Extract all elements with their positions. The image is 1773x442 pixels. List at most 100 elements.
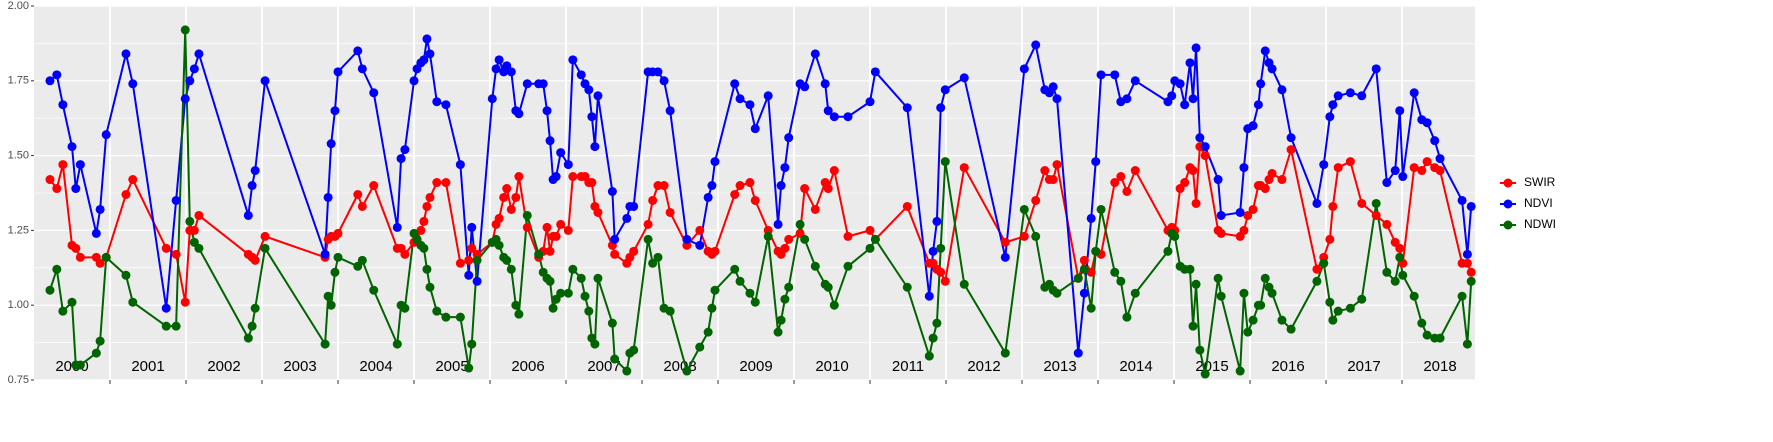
data-point [928,246,938,256]
data-point [1390,276,1400,286]
data-point [1248,315,1258,325]
data-point [472,255,482,265]
data-point [1243,327,1253,337]
data-point [1319,258,1329,268]
data-point [936,267,946,277]
data-point [1048,175,1058,185]
data-point [576,273,586,283]
data-point [610,249,620,259]
data-point [800,234,810,244]
data-point [75,252,85,262]
data-point [1188,321,1198,331]
data-point [1462,339,1472,349]
year-label: 2015 [1195,358,1228,375]
data-point [593,273,603,283]
data-point [584,306,594,316]
data-point [422,201,432,211]
data-point [1422,330,1432,340]
data-point [865,243,875,253]
data-point [1200,369,1210,379]
data-point [58,100,68,110]
data-point [1180,178,1190,188]
data-point [1130,166,1140,176]
data-point [1122,94,1132,104]
year-label: 2013 [1043,358,1076,375]
data-point [1277,85,1287,95]
data-point [1371,64,1381,74]
data-point [1286,145,1296,155]
data-point [1216,228,1226,238]
data-point [1073,273,1083,283]
y-tick-label: 1.00 [8,299,29,311]
data-point [455,312,465,322]
legend-label: NDVI [1524,196,1553,210]
data-point [784,234,794,244]
data-point [422,34,432,44]
data-point [1312,276,1322,286]
data-point [810,261,820,271]
data-point [1466,276,1476,286]
data-point [52,264,62,274]
year-label: 2001 [131,358,164,375]
data-point [1248,121,1258,131]
data-point [320,249,330,259]
data-point [823,106,833,116]
data-point [1243,210,1253,220]
data-point [936,103,946,113]
data-point [932,216,942,226]
data-point [695,240,705,250]
data-point [128,175,138,185]
data-point [464,255,474,265]
data-point [323,291,333,301]
data-point [707,303,717,313]
data-point [1052,94,1062,104]
data-point [1277,315,1287,325]
data-point [1286,324,1296,334]
data-point [784,133,794,143]
data-point [330,267,340,277]
data-point [392,222,402,232]
data-point [1188,94,1198,104]
data-point [682,366,692,376]
data-point [75,360,85,370]
data-point [502,184,512,194]
data-point [1235,207,1245,217]
data-point [1312,198,1322,208]
data-point [551,172,561,182]
data-point [1382,178,1392,188]
data-point [710,157,720,167]
data-point [1167,91,1177,101]
data-point [940,157,950,167]
data-point [1382,267,1392,277]
data-point [556,219,566,229]
data-point [1409,88,1419,98]
data-point [180,25,190,35]
data-point [1260,273,1270,283]
data-point [1325,112,1335,122]
data-point [1091,246,1101,256]
data-point [357,201,367,211]
data-point [425,49,435,59]
data-point [506,264,516,274]
data-point [1267,169,1277,179]
data-point [333,252,343,262]
data-point [180,94,190,104]
legend-key-point [1503,199,1513,209]
data-point [629,345,639,355]
data-point [940,276,950,286]
year-label: 2002 [207,358,240,375]
data-point [1086,303,1096,313]
data-point [1256,79,1266,89]
data-point [1390,166,1400,176]
data-point [1417,166,1427,176]
data-point [665,207,675,217]
data-point [1180,100,1190,110]
data-point [330,106,340,116]
data-point [1086,267,1096,277]
data-point [829,300,839,310]
data-point [1079,288,1089,298]
data-point [1110,70,1120,80]
data-point [432,97,442,107]
data-point [590,142,600,152]
